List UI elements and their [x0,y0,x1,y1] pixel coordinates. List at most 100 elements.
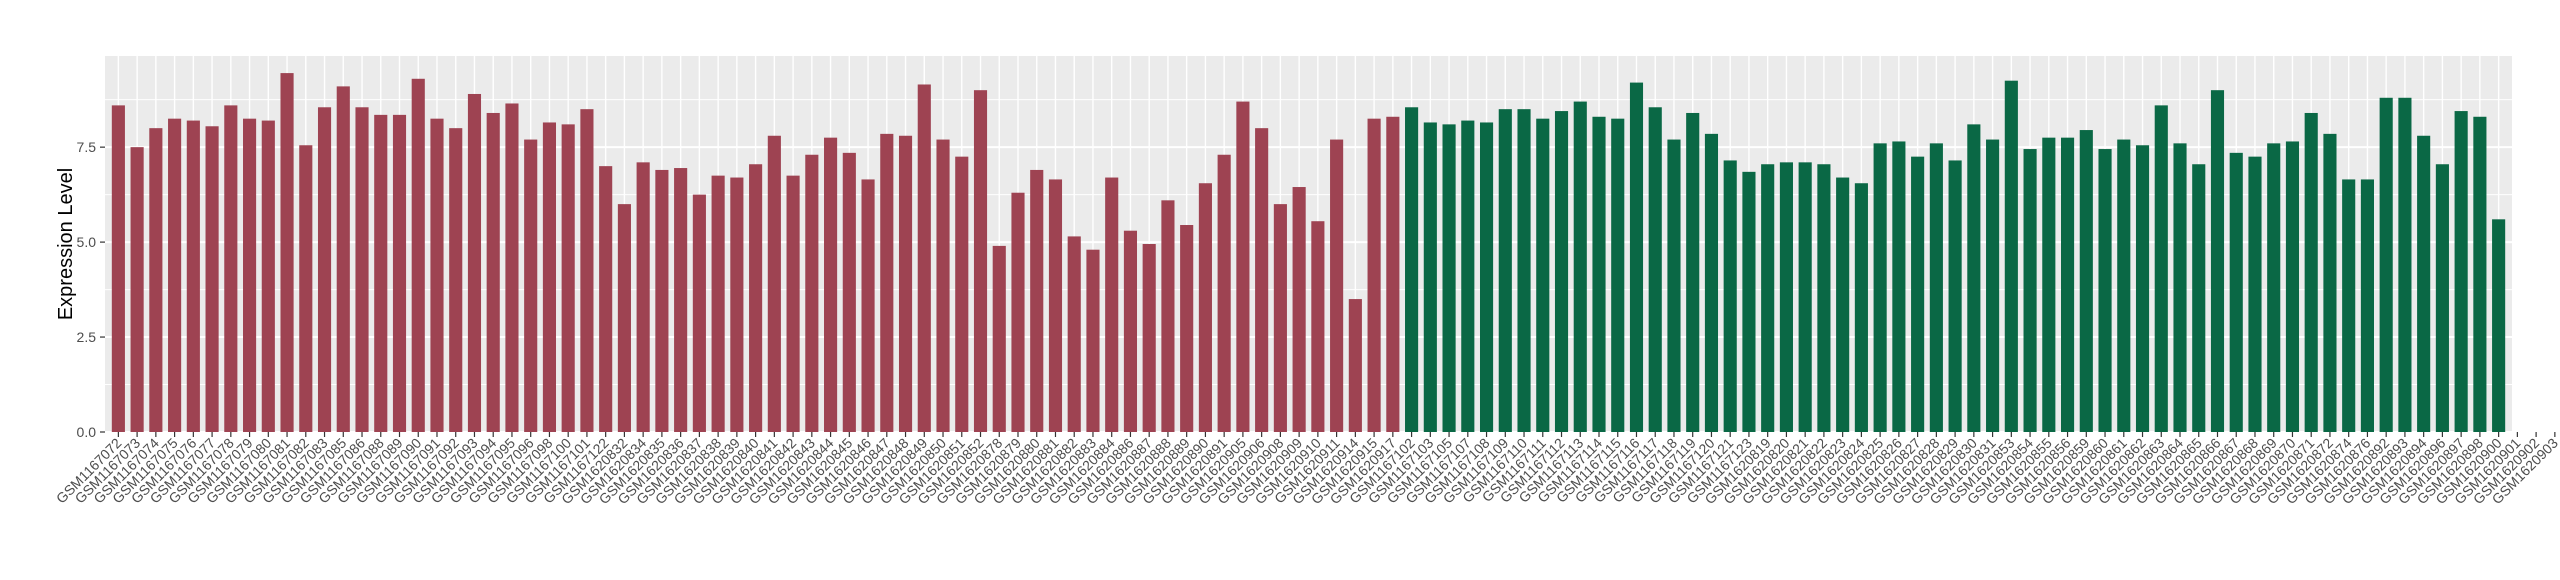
bar [1611,118,1625,433]
bar [992,245,1006,432]
bar [1704,133,1719,432]
bar [1161,200,1175,432]
bar [1723,160,1737,432]
bar [674,168,688,432]
bar [1367,118,1381,433]
bar [542,122,557,432]
y-axis: 0.0 2.5 5.0 7.5 [77,139,105,440]
bar [1311,221,1325,432]
bar [730,177,744,432]
bar [1142,244,1156,432]
bar [205,126,219,432]
bar [1086,249,1100,432]
bar [1986,139,2000,433]
bar [2098,149,2112,432]
bar [1105,177,1119,432]
bar [2398,97,2412,433]
bar [1180,225,1194,432]
bar [898,135,913,432]
bar [1554,111,1569,432]
bar [149,128,163,432]
bar [1911,156,1925,432]
bar [1817,164,1831,432]
bar [224,105,238,433]
bar [1011,192,1025,432]
bar [2210,90,2225,432]
bar [430,118,444,433]
bar [786,175,800,433]
bar [655,169,669,432]
bar [2192,164,2206,432]
bar [1423,122,1437,432]
bar [617,204,631,432]
bar [1836,177,1850,432]
bar [449,128,463,432]
bar [2154,105,2168,433]
bar [1592,116,1606,433]
bar [168,118,182,433]
bar [1048,179,1063,432]
bar [186,120,200,432]
bar [1517,109,1531,432]
bar [917,84,931,432]
bar [299,145,313,433]
bar [824,137,838,433]
bar [1348,299,1362,432]
bar [2135,145,2150,433]
y-tick-label: 0.0 [77,424,97,440]
bar [1648,107,1662,432]
bar [505,103,519,433]
bar [2435,164,2449,432]
bar [1255,128,1269,432]
bar [861,179,875,432]
bar [1873,143,1887,433]
bar [692,194,706,432]
bar [111,105,125,433]
bar [1948,160,1962,432]
bar [467,93,482,432]
bar [1198,183,1212,432]
bar [243,118,257,433]
bar [1030,169,1044,432]
bar [711,175,725,433]
bar [1479,122,1494,432]
bar [2023,149,2037,432]
bar [1236,101,1250,433]
bar [2060,137,2075,433]
bar [280,73,294,432]
bar [1742,171,1756,432]
bar [1573,101,1587,433]
bar [355,107,369,432]
bar [636,162,650,432]
bar [561,124,575,432]
x-axis: GSM1167072GSM1167073GSM1167074GSM1167075… [53,432,2560,507]
bar [880,133,894,432]
bar [1667,139,1681,433]
bar [336,86,350,432]
bar [1761,164,1775,432]
bar [580,109,594,432]
bar [2492,219,2506,432]
bar [2042,137,2056,433]
bar [767,135,781,432]
bar [1629,82,1644,432]
bar [1536,118,1550,433]
bar [317,107,332,432]
y-tick-label: 7.5 [77,139,97,155]
bar [1386,116,1400,433]
bar [1217,154,1231,432]
bar [392,114,407,433]
bar [2360,179,2374,432]
bar [486,112,500,432]
bar [599,166,613,432]
bar [1442,124,1456,432]
y-axis-title: Expression Level [55,168,77,320]
bar [1498,109,1512,432]
bar [2473,116,2487,433]
y-tick-label: 5.0 [77,234,97,250]
y-tick-label: 2.5 [77,329,97,345]
bar [411,78,425,433]
bar [1330,139,1344,433]
